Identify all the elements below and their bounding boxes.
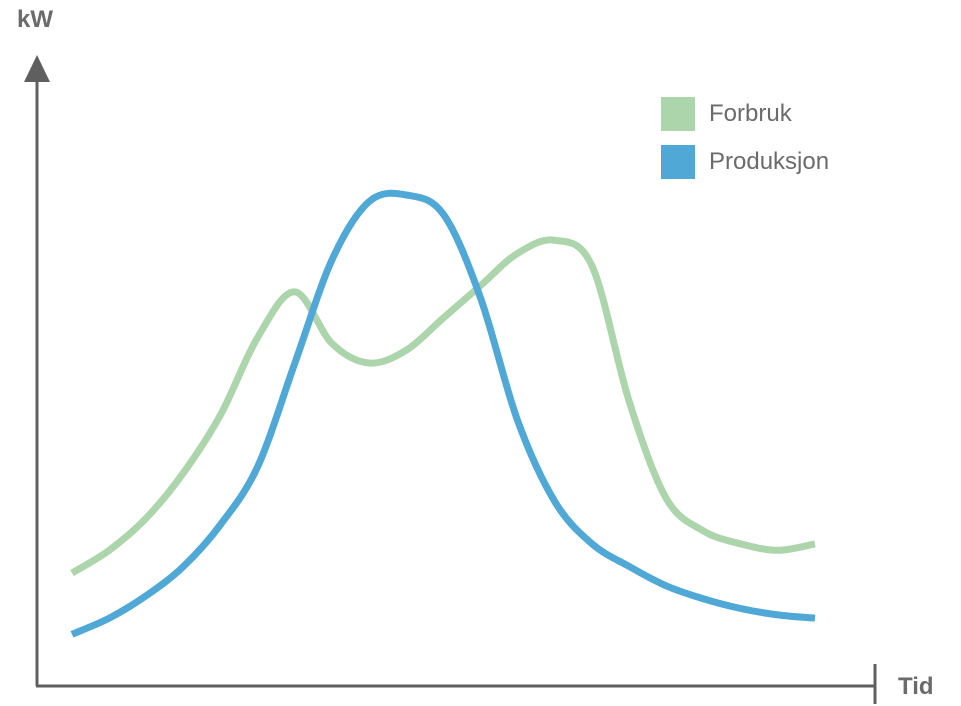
y-axis-arrow-icon: [24, 55, 50, 82]
x-axis: [36, 664, 877, 704]
x-axis-label: Tid: [898, 673, 934, 700]
legend-item-produksjon: Produksjon: [661, 145, 829, 179]
y-axis-label: kW: [17, 6, 53, 33]
legend: Forbruk Produksjon: [661, 97, 829, 193]
series-line-produksjon: [70, 189, 816, 638]
legend-label-forbruk: Forbruk: [709, 100, 792, 127]
series-layer: [70, 189, 816, 638]
series-line-forbruk: [70, 236, 816, 577]
y-axis: [24, 55, 50, 686]
legend-label-produksjon: Produksjon: [709, 148, 830, 175]
legend-item-forbruk: Forbruk: [661, 97, 829, 131]
legend-swatch-produksjon: [661, 145, 695, 179]
legend-swatch-forbruk: [661, 97, 695, 131]
